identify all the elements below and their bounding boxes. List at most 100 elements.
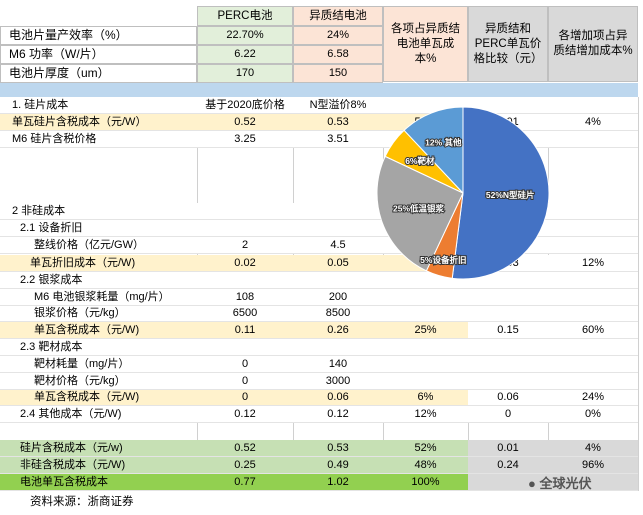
- table-cell: [468, 272, 548, 289]
- table-cell: 4.5: [293, 237, 383, 254]
- table-cell: 0.53: [293, 114, 383, 131]
- pie-chart: 52%N型硅片 5%设备折旧 25%低温银浆 6%靶材 12% 其他: [376, 106, 550, 280]
- table-cell: [548, 339, 638, 356]
- row-label: 单瓦折旧成本（元/W): [0, 255, 197, 272]
- table-cell: [293, 339, 383, 356]
- table-cell: 1.02: [293, 474, 383, 491]
- table-cell: 24%: [548, 389, 638, 406]
- table-cell: [548, 97, 638, 114]
- table-cell: 3.25: [197, 131, 293, 148]
- row-label: 靶材耗量（mg/片）: [0, 356, 197, 373]
- row-label: 靶材价格（元/kg）: [0, 373, 197, 390]
- spec-value: 170: [197, 64, 293, 83]
- table-cell: [293, 220, 383, 237]
- table-cell: 0.52: [197, 440, 293, 457]
- table-cell: 0%: [548, 406, 638, 423]
- table-cell: [468, 289, 548, 306]
- spec-label: 电池片量产效率（%）: [0, 26, 197, 45]
- row-label: 单瓦硅片含税成本（元/W）: [0, 114, 197, 131]
- table-cell: [468, 305, 548, 322]
- table-cell: 0.25: [197, 457, 293, 474]
- table-cell: 48%: [383, 457, 468, 474]
- pie-label: 6%靶材: [405, 156, 435, 166]
- spec-label: M6 功率（W/片）: [0, 45, 197, 64]
- table-cell: [197, 220, 293, 237]
- table-cell: [548, 272, 638, 289]
- table-cell: 0.01: [468, 440, 548, 457]
- column-header: 异质结电池: [293, 6, 383, 26]
- pie-slice: [376, 155, 464, 272]
- table-cell: 52%: [383, 440, 468, 457]
- row-label: 2.1 设备折旧: [0, 220, 197, 237]
- table-cell: [383, 289, 468, 306]
- table-cell: [468, 339, 548, 356]
- table-cell: [197, 339, 293, 356]
- table-cell: 0: [197, 356, 293, 373]
- pie-slice: [403, 106, 464, 195]
- pie-label: 5%设备折旧: [420, 255, 466, 265]
- table-cell: [548, 289, 638, 306]
- table-cell: [468, 97, 548, 114]
- table-cell: 96%: [548, 457, 638, 474]
- table-cell: [548, 305, 638, 322]
- table-cell: [383, 305, 468, 322]
- separator-bar: [0, 83, 638, 97]
- table-cell: 0.53: [293, 440, 383, 457]
- table-cell: [197, 203, 293, 220]
- table-cell: 0.06: [293, 389, 383, 406]
- table-cell: [548, 131, 638, 148]
- column-header: 各项占异质结电池单瓦成本%: [383, 6, 468, 82]
- table-cell: [383, 339, 468, 356]
- row-label: M6 电池银浆耗量（mg/片）: [0, 289, 197, 306]
- table-cell: N型溢价8%: [293, 97, 383, 114]
- pie-label: 12% 其他: [425, 138, 462, 148]
- row-label: M6 硅片含税价格: [0, 131, 197, 148]
- column-header: 各增加项占异质结增加成本%: [548, 6, 638, 82]
- spec-value: 6.58: [293, 45, 383, 64]
- spec-value: 150: [293, 64, 383, 83]
- watermark-text: 全球光伏: [539, 476, 592, 491]
- pie-slice: [451, 106, 550, 280]
- table-cell: 3.51: [293, 131, 383, 148]
- row-label: 电池单瓦含税成本: [0, 474, 197, 491]
- table-cell: [548, 220, 638, 237]
- spec-label: 电池片厚度（um）: [0, 64, 197, 83]
- watermark: ● 全球光伏: [528, 476, 592, 491]
- table-cell: 0: [197, 389, 293, 406]
- spec-value: 22.70%: [197, 26, 293, 45]
- row-label: 单瓦含税成本（元/W): [0, 389, 197, 406]
- table-cell: 0.24: [468, 457, 548, 474]
- row-label: 非硅含税成本（元/W): [0, 457, 197, 474]
- table-cell: [468, 474, 548, 491]
- row-label: 2.3 靶材成本: [0, 339, 197, 356]
- table-cell: 12%: [383, 406, 468, 423]
- table-cell: 12%: [548, 255, 638, 272]
- table-cell: 0.05: [293, 255, 383, 272]
- table-cell: [197, 272, 293, 289]
- table-cell: [293, 203, 383, 220]
- row-label: 2.4 其他成本（元/W): [0, 406, 197, 423]
- table-cell: [548, 373, 638, 390]
- row-label: 2.2 银浆成本: [0, 272, 197, 289]
- table-cell: [548, 203, 638, 220]
- table-cell: 0.06: [468, 389, 548, 406]
- table-cell: 基于2020底价格: [197, 97, 293, 114]
- table-cell: 0.15: [468, 322, 548, 339]
- table-cell: 4%: [548, 440, 638, 457]
- table-cell: [468, 356, 548, 373]
- pie-label: 52%N型硅片: [486, 190, 535, 200]
- table-cell: 108: [197, 289, 293, 306]
- table-cell: 60%: [548, 322, 638, 339]
- table-cell: 0.77: [197, 474, 293, 491]
- table-cell: 4%: [548, 114, 638, 131]
- column-header: PERC电池: [197, 6, 293, 26]
- table-cell: 0.12: [293, 406, 383, 423]
- spec-value: 6.22: [197, 45, 293, 64]
- table-cell: [548, 237, 638, 254]
- table-cell: 6500: [197, 305, 293, 322]
- table-cell: 8500: [293, 305, 383, 322]
- table-cell: 0.02: [197, 255, 293, 272]
- row-label: 整线价格（亿元/GW）: [0, 237, 197, 254]
- table-cell: 100%: [383, 474, 468, 491]
